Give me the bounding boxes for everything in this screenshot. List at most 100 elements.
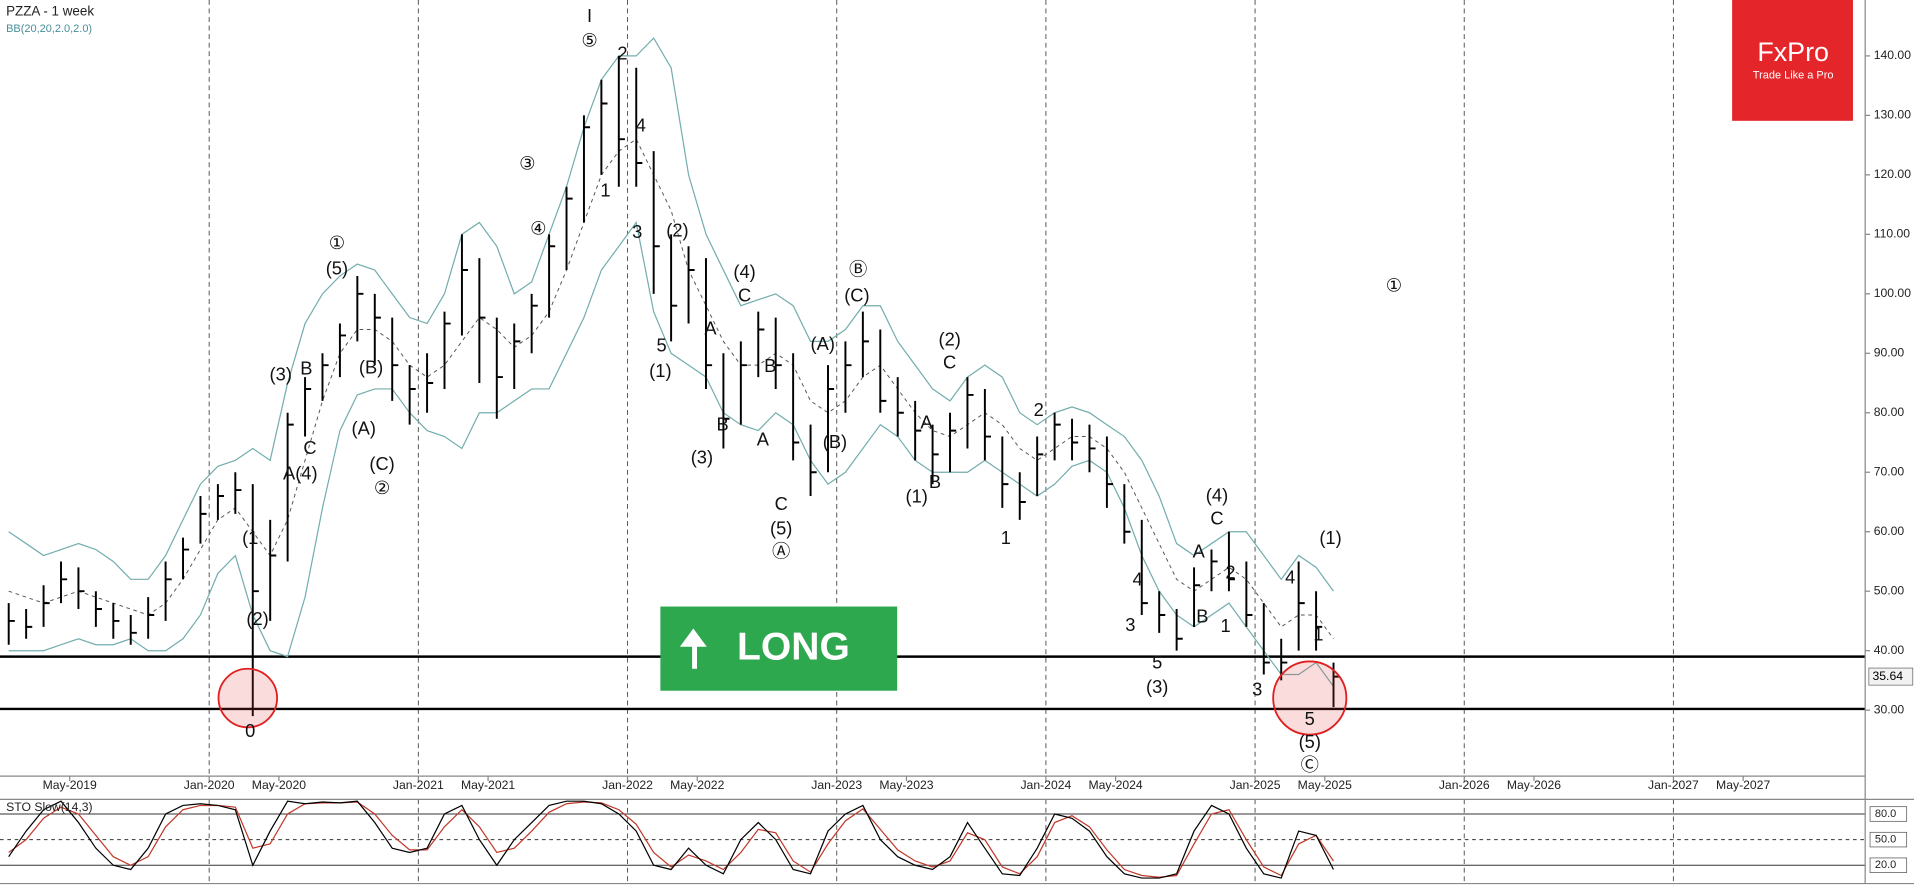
ohlc-bar xyxy=(809,424,817,497)
wave-label: (C) xyxy=(369,453,394,474)
ohlc-bar xyxy=(879,329,887,413)
wave-label: (2) xyxy=(246,608,268,629)
wave-label: (1 xyxy=(242,527,258,548)
ohlc-bar xyxy=(1036,436,1044,497)
x-tick-label: Jan-2023 xyxy=(811,778,862,792)
ohlc-bar xyxy=(112,603,120,639)
ohlc-bar xyxy=(321,353,329,401)
wave-label: (4) xyxy=(1206,485,1228,506)
wave-label: (B) xyxy=(359,356,383,377)
wave-label: A xyxy=(704,317,717,338)
logo-tagline: Trade Like a Pro xyxy=(1753,70,1834,82)
ohlc-bar xyxy=(530,293,538,354)
ohlc-bar xyxy=(1105,436,1114,508)
ohlc-bar xyxy=(478,258,486,384)
ohlc-bar xyxy=(356,275,364,342)
wave-label: 4 xyxy=(1285,566,1295,587)
wave-label: ② xyxy=(374,477,390,498)
ohlc-bar xyxy=(1071,418,1079,461)
x-tick-label: May-2023 xyxy=(879,778,933,792)
logo-name: FxPro xyxy=(1757,37,1829,67)
price-label: 35.64 xyxy=(1872,669,1903,683)
chart-title: PZZA - 1 week xyxy=(6,4,94,19)
ohlc-bar xyxy=(443,311,451,389)
indicator-label: BB(20,20,2.0,2.0) xyxy=(6,23,92,35)
ohlc-bar xyxy=(391,317,399,401)
ohlc-bar xyxy=(269,519,277,621)
ohlc-bar xyxy=(1053,412,1061,461)
wave-label: 3 xyxy=(1125,614,1135,635)
ohlc-bar xyxy=(147,597,155,639)
ohlc-bar xyxy=(7,603,15,645)
ohlc-bar xyxy=(931,424,939,485)
ohlc-bar xyxy=(25,609,33,639)
ohlc-bar xyxy=(1088,424,1096,473)
ohlc-bar xyxy=(182,537,190,580)
ohlc-bar xyxy=(1175,609,1183,651)
y-tick-label: 110.00 xyxy=(1874,227,1911,241)
y-tick-label: 140.00 xyxy=(1874,48,1912,62)
ohlc-bar xyxy=(286,412,294,562)
wave-label: C xyxy=(775,493,788,514)
ohlc-bar xyxy=(705,258,713,389)
wave-label: ③ xyxy=(519,153,535,174)
ohlc-bar xyxy=(460,234,469,336)
wave-label: 2 xyxy=(617,43,627,64)
wave-label: A xyxy=(920,411,933,432)
wave-label: 4 xyxy=(1133,569,1143,590)
wave-label: 1 xyxy=(1313,624,1323,645)
wave-label: 3 xyxy=(632,221,642,242)
wave-label: B xyxy=(1196,605,1208,626)
wave-label: B xyxy=(300,358,312,379)
x-tick-label: Jan-2022 xyxy=(602,778,653,792)
stoch-tick-bg xyxy=(1869,831,1908,848)
y-tick-label: 60.00 xyxy=(1874,524,1905,538)
ohlc-bar xyxy=(966,377,974,449)
wave-label: 1 xyxy=(1001,527,1011,548)
wave-label: A(4) xyxy=(283,463,318,484)
ohlc-bar xyxy=(983,388,991,461)
bb-upper xyxy=(8,37,1334,592)
stoch-tick-bg xyxy=(1869,857,1908,873)
x-tick-label: May-2026 xyxy=(1507,778,1561,792)
wave-label: ① xyxy=(1386,275,1402,296)
ohlc-bar xyxy=(373,293,381,366)
ohlc-bar xyxy=(199,496,207,544)
label-layer: May-2019 Jan-2020 May-2020 Jan-2021 May-2021… xyxy=(43,5,1914,873)
ohlc-bar xyxy=(1297,561,1305,651)
x-tick-label: Jan-2024 xyxy=(1020,778,1071,792)
logo: FxPro Trade Like a Pro xyxy=(1732,0,1853,121)
ohlc-bar xyxy=(1140,519,1148,615)
y-tick-label: 100.00 xyxy=(1874,286,1912,300)
wave-label: B xyxy=(717,414,729,435)
wave-label: 3 xyxy=(1252,679,1262,700)
stoch-k xyxy=(8,800,1334,879)
wave-label: 5 xyxy=(1305,708,1315,729)
wave-label: C xyxy=(943,352,956,373)
wave-label: ① xyxy=(329,232,345,253)
ohlc-bar xyxy=(687,246,695,324)
ohlc-bar xyxy=(1245,561,1253,627)
ohlc-bar xyxy=(1001,436,1009,508)
wave-label: (1) xyxy=(906,486,928,507)
ohlc-bar xyxy=(1158,591,1166,633)
wave-label: (3) xyxy=(691,447,713,468)
y-tick-label: 50.00 xyxy=(1874,583,1905,597)
ohlc-bar xyxy=(426,353,434,413)
stoch-tick-label: 50.0 xyxy=(1875,834,1896,846)
wave-label: C xyxy=(1210,508,1223,529)
stoch-tick-label: 20.0 xyxy=(1875,859,1896,871)
ohlc-bar xyxy=(844,341,852,413)
ohlc-bar xyxy=(1123,484,1131,544)
wave-label: (4) xyxy=(733,261,755,282)
ohlc-bar xyxy=(635,67,643,187)
wave-label: Ⓒ xyxy=(1301,754,1319,775)
ohlc-bar xyxy=(757,311,765,378)
ohlc-bar xyxy=(565,186,573,271)
x-tick-label: Jan-2026 xyxy=(1439,778,1490,792)
ohlc-bar xyxy=(1280,638,1288,681)
ohlc-bar xyxy=(60,561,68,604)
ohlc-bar xyxy=(548,234,556,318)
ohlc-bar xyxy=(1315,591,1323,651)
